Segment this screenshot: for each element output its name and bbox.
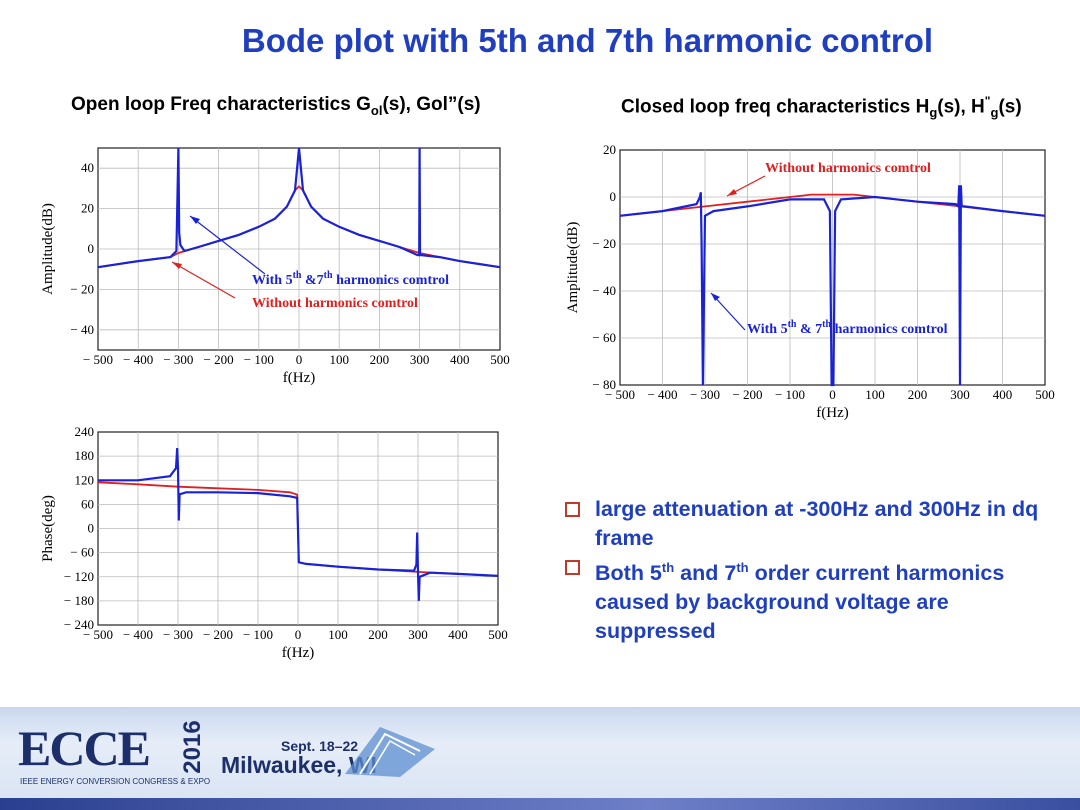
y-tick-label: 60 bbox=[81, 496, 94, 511]
annotation-with-control: With 5th & 7th harmonics comtrol bbox=[747, 319, 948, 337]
y-tick-label: 240 bbox=[75, 424, 95, 439]
x-tick-label: 200 bbox=[908, 387, 928, 402]
annotation-arrow-without bbox=[171, 261, 236, 299]
open-loop-phase-chart: − 500 − 400 − 300 − 200 − 100 0 100 200 300 400 50… bbox=[40, 424, 508, 661]
arrow-head-without bbox=[727, 189, 737, 196]
x-tick-label: 0 bbox=[296, 352, 303, 367]
x-tick-label: − 500 bbox=[605, 387, 635, 402]
x-axis-label: f(Hz) bbox=[816, 405, 848, 421]
x-tick-label: − 200 bbox=[732, 387, 762, 402]
annotation-with-control: With 5th &7th harmonics comtrol bbox=[252, 270, 449, 288]
y-axis-label: Amplitude(dB) bbox=[565, 222, 581, 314]
bullet-item-suppressed: Both 5th and 7th order current harmonics… bbox=[562, 553, 1067, 646]
x-tick-label: 200 bbox=[370, 352, 390, 367]
x-tick-label: − 300 bbox=[690, 387, 720, 402]
x-tick-label: − 100 bbox=[244, 352, 274, 367]
closed-loop-title-c: (s) bbox=[998, 96, 1022, 118]
y-tick-label: 180 bbox=[75, 448, 95, 463]
series-line-with-control bbox=[98, 448, 499, 601]
y-tick-label: − 120 bbox=[64, 569, 94, 584]
y-tick-label: 20 bbox=[81, 201, 94, 216]
x-tick-label: − 100 bbox=[775, 387, 805, 402]
x-tick-label: − 400 bbox=[123, 352, 153, 367]
x-tick-label: 100 bbox=[865, 387, 885, 402]
y-tick-label: − 40 bbox=[70, 322, 94, 337]
closed-loop-amplitude-chart: − 500− 400− 300− 200− 100 0 100 200 300 400 50… bbox=[565, 142, 1055, 421]
closed-loop-title-sub2: g bbox=[990, 105, 999, 121]
open-loop-title-sub: ol bbox=[370, 102, 383, 118]
ecce-logo: ECCE bbox=[18, 720, 151, 776]
x-tick-label: − 400 bbox=[123, 627, 153, 642]
open-loop-amplitude-chart: − 500− 400− 300− 200− 100 0 100 200 300 400 50… bbox=[40, 147, 510, 386]
bullet-list: large attenuation at -300Hz and 300Hz in… bbox=[562, 495, 1067, 646]
x-axis-label: f(Hz) bbox=[282, 645, 314, 661]
x-axis-label: f(Hz) bbox=[283, 370, 315, 386]
congress-name: IEEE ENERGY CONVERSION CONGRESS & EXPO bbox=[20, 777, 211, 786]
y-tick-label: − 40 bbox=[592, 283, 616, 298]
y-axis-label: Amplitude(dB) bbox=[40, 203, 56, 295]
closed-loop-title-sup: " bbox=[984, 94, 991, 108]
x-tick-label: 500 bbox=[488, 627, 508, 642]
y-tick-label: 0 bbox=[88, 241, 95, 256]
y-tick-label: 0 bbox=[610, 189, 617, 204]
x-tick-label: 300 bbox=[950, 387, 970, 402]
bullet-item-attenuation: large attenuation at -300Hz and 300Hz in… bbox=[562, 495, 1067, 553]
x-tick-label: − 300 bbox=[163, 352, 193, 367]
footer-banner: ECCE 2016 IEEE ENERGY CONVERSION CONGRES… bbox=[0, 707, 1080, 810]
x-tick-label: 100 bbox=[328, 627, 348, 642]
x-tick-label: 300 bbox=[410, 352, 430, 367]
x-tick-label: 100 bbox=[329, 352, 349, 367]
y-tick-label: − 80 bbox=[592, 377, 616, 392]
y-tick-label: − 240 bbox=[64, 617, 94, 632]
arrow-head-with bbox=[711, 293, 720, 301]
y-tick-label: 40 bbox=[81, 160, 94, 175]
x-tick-label: 400 bbox=[450, 352, 470, 367]
annotation-arrow-with bbox=[189, 215, 266, 275]
x-tick-label: − 400 bbox=[647, 387, 677, 402]
x-tick-label: − 500 bbox=[83, 627, 113, 642]
x-tick-label: 200 bbox=[368, 627, 388, 642]
x-tick-label: 0 bbox=[295, 627, 302, 642]
footer-stripe bbox=[0, 798, 1080, 810]
open-loop-title-a: Open loop Freq characteristics G bbox=[71, 94, 371, 115]
y-tick-label: − 60 bbox=[70, 545, 94, 560]
open-loop-subtitle: Open loop Freq characteristics Gol(s), G… bbox=[71, 94, 481, 118]
x-tick-label: 500 bbox=[1035, 387, 1055, 402]
event-dates: Sept. 18–22 bbox=[281, 738, 359, 754]
series-line-with-control bbox=[619, 185, 1046, 387]
series-line-with-control bbox=[97, 147, 501, 269]
open-loop-title-b: (s), Gol”(s) bbox=[382, 94, 481, 115]
y-tick-label: 120 bbox=[75, 472, 95, 487]
x-tick-label: − 100 bbox=[243, 627, 273, 642]
arrow-head-with bbox=[190, 216, 200, 224]
closed-loop-subtitle: Closed loop freq characteristics Hg(s), … bbox=[621, 94, 1022, 120]
milwaukee-art-logo bbox=[345, 727, 435, 777]
y-tick-label: − 20 bbox=[592, 236, 616, 251]
annotation-without-control: Without harmonics comtrol bbox=[252, 296, 418, 311]
x-tick-label: − 500 bbox=[83, 352, 113, 367]
slide-title: Bode plot with 5th and 7th harmonic cont… bbox=[241, 22, 934, 59]
closed-loop-title-a: Closed loop freq characteristics H bbox=[621, 96, 930, 118]
arrow-head-without bbox=[172, 262, 182, 269]
bullet-square-icon bbox=[565, 502, 580, 517]
y-tick-label: 20 bbox=[603, 142, 616, 157]
y-tick-label: 0 bbox=[88, 521, 95, 536]
y-axis-label: Phase(deg) bbox=[40, 495, 56, 562]
y-tick-label: − 20 bbox=[70, 281, 94, 296]
x-tick-label: 300 bbox=[408, 627, 428, 642]
y-tick-label: − 60 bbox=[592, 330, 616, 345]
y-tick-label: − 180 bbox=[64, 593, 94, 608]
x-tick-label: 400 bbox=[448, 627, 468, 642]
x-tick-label: − 200 bbox=[203, 627, 233, 642]
annotation-without-control: Without harmonics comtrol bbox=[765, 161, 931, 176]
closed-loop-title-b: (s), H bbox=[937, 96, 985, 118]
bullet-square-icon bbox=[565, 560, 580, 575]
closed-loop-title-sub1: g bbox=[929, 105, 938, 121]
x-tick-label: 400 bbox=[993, 387, 1013, 402]
x-tick-label: 500 bbox=[490, 352, 510, 367]
x-tick-label: − 200 bbox=[204, 352, 234, 367]
x-tick-label: − 300 bbox=[163, 627, 193, 642]
x-tick-label: 0 bbox=[829, 387, 836, 402]
logo-year: 2016 bbox=[179, 720, 206, 774]
